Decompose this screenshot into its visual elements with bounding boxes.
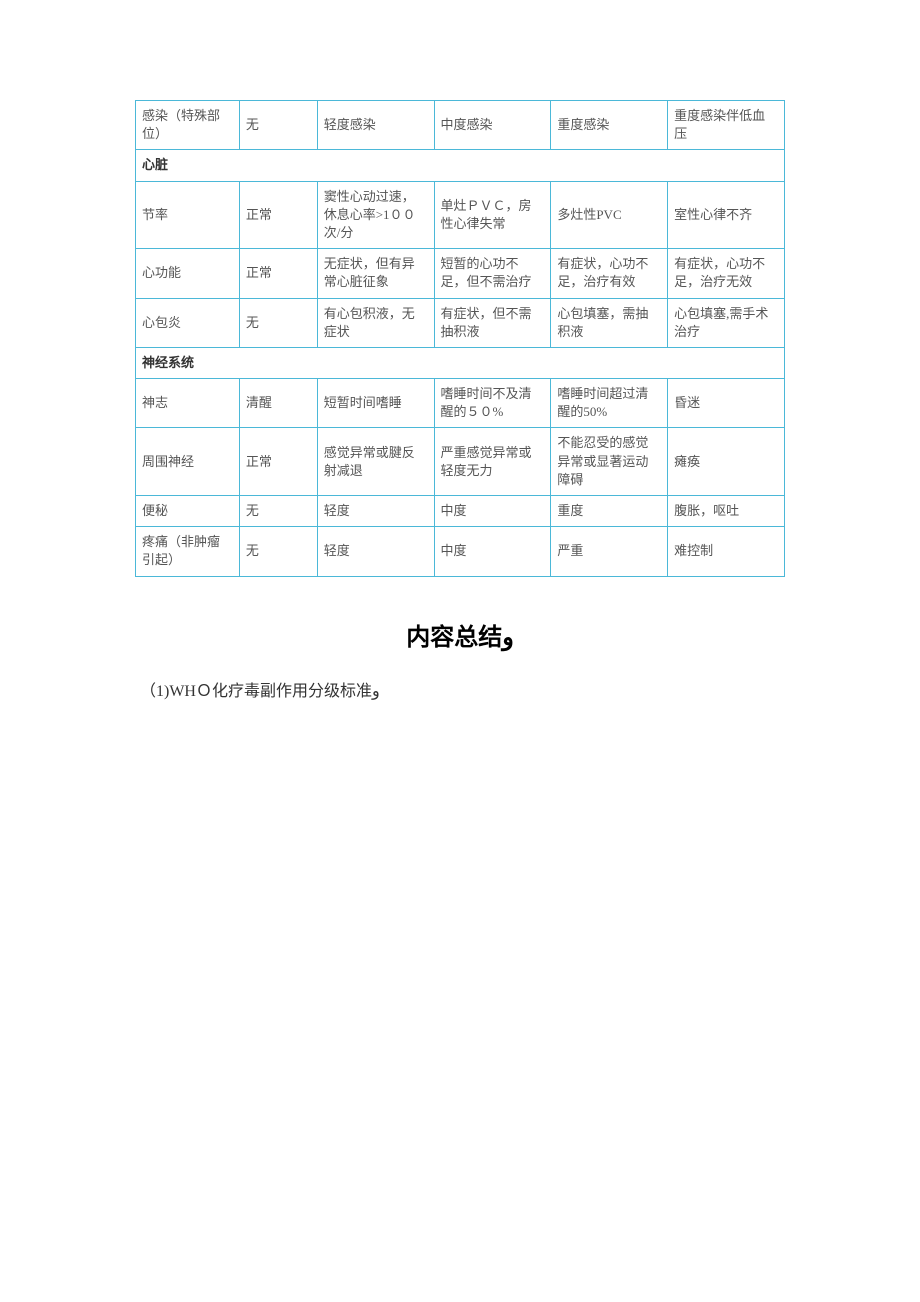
table-cell: 感染（特殊部位） — [136, 101, 240, 150]
table-cell: 有症状，心功不足，治疗无效 — [668, 249, 785, 298]
summary-title: 内容总结و — [135, 617, 785, 652]
table-cell: 轻度 — [317, 527, 434, 576]
table-cell: 正常 — [239, 249, 317, 298]
table-cell: 神志 — [136, 379, 240, 428]
table-cell: 无 — [239, 298, 317, 347]
table-cell: 疼痛（非肿瘤引起） — [136, 527, 240, 576]
table-cell: 重度感染 — [551, 101, 668, 150]
table-cell: 轻度感染 — [317, 101, 434, 150]
table-row: 便秘无轻度中度重度腹胀，呕吐 — [136, 496, 785, 527]
table-row: 周围神经正常感觉异常或腱反射减退严重感觉异常或轻度无力不能忍受的感觉异常或显著运… — [136, 428, 785, 496]
toxicity-grading-table: 感染（特殊部位）无轻度感染中度感染重度感染重度感染伴低血压心脏节率正常窦性心动过… — [135, 100, 785, 577]
table-cell: 不能忍受的感觉异常或显著运动障碍 — [551, 428, 668, 496]
table-cell: 轻度 — [317, 496, 434, 527]
table-cell: 窦性心动过速，休息心率>1００次/分 — [317, 181, 434, 249]
table-row: 节率正常窦性心动过速，休息心率>1００次/分单灶ＰＶＣ，房性心律失常多灶性PVC… — [136, 181, 785, 249]
table-cell: 嗜睡时间超过清醒的50% — [551, 379, 668, 428]
table-cell: 重度 — [551, 496, 668, 527]
table-cell: 中度感染 — [434, 101, 551, 150]
table-cell: 多灶性PVC — [551, 181, 668, 249]
table-cell: 心包炎 — [136, 298, 240, 347]
table-cell: 嗜睡时间不及清醒的５０% — [434, 379, 551, 428]
table-cell: 心包填塞，需抽积液 — [551, 298, 668, 347]
table-row: 心包炎无有心包积液，无症状有症状，但不需抽积液心包填塞，需抽积液心包填塞,需手术… — [136, 298, 785, 347]
table-row: 感染（特殊部位）无轻度感染中度感染重度感染重度感染伴低血压 — [136, 101, 785, 150]
table-cell: 感觉异常或腱反射减退 — [317, 428, 434, 496]
table-cell: 室性心律不齐 — [668, 181, 785, 249]
table-row: 疼痛（非肿瘤引起）无轻度中度严重难控制 — [136, 527, 785, 576]
section-header-cell: 神经系统 — [136, 347, 785, 378]
table-cell: 中度 — [434, 527, 551, 576]
table-row: 心脏 — [136, 150, 785, 181]
table-cell: 短暂的心功不足，但不需治疗 — [434, 249, 551, 298]
table-cell: 无 — [239, 101, 317, 150]
table-cell: 无 — [239, 496, 317, 527]
table-cell: 难控制 — [668, 527, 785, 576]
table-cell: 腹胀，呕吐 — [668, 496, 785, 527]
table-cell: 中度 — [434, 496, 551, 527]
table-cell: 节率 — [136, 181, 240, 249]
table-cell: 清醒 — [239, 379, 317, 428]
table-cell: 严重感觉异常或轻度无力 — [434, 428, 551, 496]
table-cell: 心功能 — [136, 249, 240, 298]
table-cell: 短暂时间嗜睡 — [317, 379, 434, 428]
table-row: 神经系统 — [136, 347, 785, 378]
table-cell: 有症状，但不需抽积液 — [434, 298, 551, 347]
table-cell: 有心包积液，无症状 — [317, 298, 434, 347]
table-cell: 心包填塞,需手术治疗 — [668, 298, 785, 347]
summary-item-1: （1)WHＯ化疗毒副作用分级标准و — [135, 677, 785, 701]
table-cell: 有症状，心功不足，治疗有效 — [551, 249, 668, 298]
table-cell: 正常 — [239, 181, 317, 249]
table-cell: 无症状，但有异常心脏征象 — [317, 249, 434, 298]
table-cell: 昏迷 — [668, 379, 785, 428]
table-cell: 严重 — [551, 527, 668, 576]
table-row: 心功能正常无症状，但有异常心脏征象短暂的心功不足，但不需治疗有症状，心功不足，治… — [136, 249, 785, 298]
table-cell: 正常 — [239, 428, 317, 496]
table-cell: 便秘 — [136, 496, 240, 527]
table-row: 神志清醒短暂时间嗜睡嗜睡时间不及清醒的５０%嗜睡时间超过清醒的50%昏迷 — [136, 379, 785, 428]
section-header-cell: 心脏 — [136, 150, 785, 181]
table-cell: 周围神经 — [136, 428, 240, 496]
table-cell: 单灶ＰＶＣ，房性心律失常 — [434, 181, 551, 249]
table-cell: 重度感染伴低血压 — [668, 101, 785, 150]
table-cell: 瘫痪 — [668, 428, 785, 496]
table-cell: 无 — [239, 527, 317, 576]
